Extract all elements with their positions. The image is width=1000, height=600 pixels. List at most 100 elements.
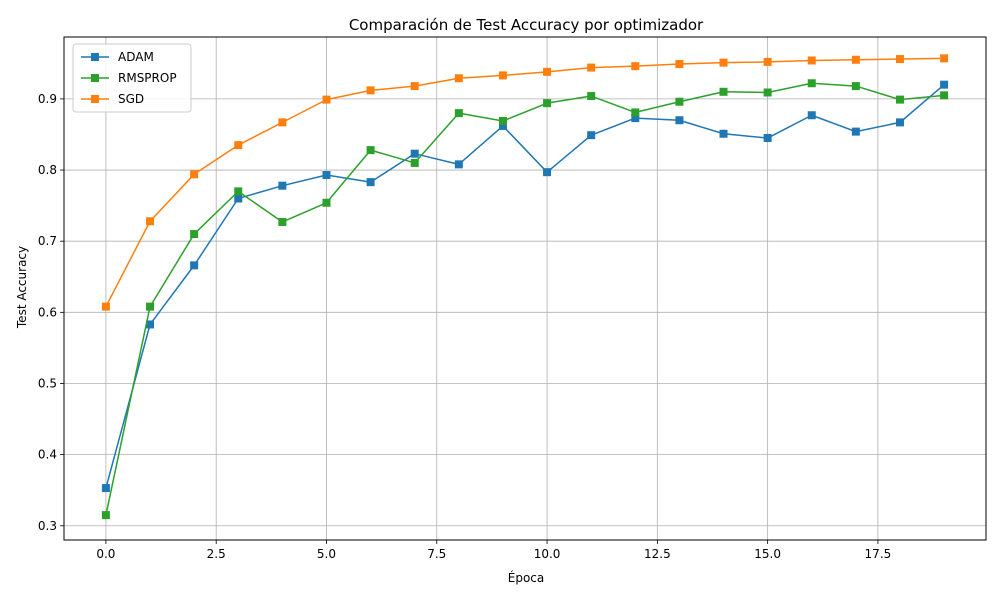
data-point-adam (234, 194, 243, 203)
data-point-rmsprop (807, 79, 816, 88)
series-rmsprop (101, 79, 949, 520)
data-point-rmsprop (895, 95, 904, 104)
data-point-sgd (454, 74, 463, 83)
data-point-rmsprop (631, 108, 640, 117)
series-line-adam (105, 84, 945, 489)
x-tick-label: 10.0 (534, 547, 561, 561)
data-point-sgd (763, 57, 772, 66)
y-tick-label: 0.4 (38, 448, 57, 462)
data-point-sgd (410, 82, 419, 91)
data-point-sgd (146, 217, 155, 226)
data-point-rmsprop (498, 116, 507, 125)
data-point-adam (763, 134, 772, 143)
data-point-adam (190, 261, 199, 270)
y-tick-label: 0.7 (38, 234, 57, 248)
y-tick-label: 0.6 (38, 305, 57, 319)
series-adam (101, 80, 949, 493)
data-point-adam (851, 127, 860, 136)
series-sgd (101, 54, 949, 311)
legend-swatch-marker (91, 53, 99, 61)
data-point-rmsprop (234, 187, 243, 196)
data-point-rmsprop (719, 87, 728, 96)
data-point-adam (675, 116, 684, 125)
data-point-rmsprop (851, 82, 860, 91)
data-point-rmsprop (454, 109, 463, 118)
data-point-adam (410, 149, 419, 158)
data-point-adam (498, 121, 507, 130)
data-point-rmsprop (940, 91, 949, 100)
x-tick-label: 5.0 (317, 547, 336, 561)
y-tick-label: 0.5 (38, 376, 57, 390)
data-point-sgd (101, 302, 110, 311)
data-point-sgd (675, 60, 684, 69)
data-point-adam (366, 178, 375, 187)
x-tick-label: 0.0 (96, 547, 115, 561)
data-point-adam (587, 131, 596, 140)
x-tick-label: 15.0 (754, 547, 781, 561)
data-point-sgd (807, 56, 816, 65)
axis-ticks: 0.0 2.5 5.0 7.5 10.0 12.5 15.0 17.5 0.3 0.4 0.5 0.6… (38, 92, 891, 561)
legend-label: ADAM (118, 50, 154, 64)
series-line-rmsprop (105, 82, 945, 516)
data-point-sgd (366, 86, 375, 95)
data-point-sgd (543, 67, 552, 76)
legend-box (72, 43, 192, 113)
data-point-sgd (719, 58, 728, 67)
data-point-adam (543, 168, 552, 177)
data-point-adam (322, 171, 331, 180)
data-point-rmsprop (410, 158, 419, 167)
data-point-adam (146, 320, 155, 329)
legend-item-adam: ADAM (81, 50, 154, 64)
data-point-adam (101, 484, 110, 493)
data-point-sgd (631, 62, 640, 71)
x-tick-label: 2.5 (207, 547, 226, 561)
data-point-rmsprop (366, 146, 375, 155)
data-point-sgd (895, 55, 904, 64)
chart-title: Comparación de Test Accuracy por optimiz… (349, 16, 704, 34)
x-tick-label: 17.5 (865, 547, 892, 561)
data-point-rmsprop (322, 198, 331, 207)
data-point-rmsprop (190, 230, 199, 239)
data-point-sgd (278, 118, 287, 127)
legend-label: RMSPROP (118, 71, 177, 85)
data-point-adam (454, 160, 463, 169)
data-point-adam (278, 181, 287, 190)
y-tick-label: 0.9 (38, 92, 57, 106)
data-point-rmsprop (278, 217, 287, 226)
y-axis-title: Test Accuracy (15, 246, 29, 329)
y-tick-label: 0.3 (38, 519, 57, 533)
data-point-sgd (498, 71, 507, 80)
series-line-sgd (105, 57, 945, 307)
data-point-sgd (322, 95, 331, 104)
data-point-sgd (851, 55, 860, 64)
data-point-adam (807, 111, 816, 120)
legend-swatch-marker (91, 95, 99, 103)
x-tick-label: 12.5 (644, 547, 671, 561)
data-point-rmsprop (675, 97, 684, 106)
data-point-adam (631, 114, 640, 123)
data-point-sgd (190, 170, 199, 179)
data-point-adam (940, 80, 949, 89)
data-point-rmsprop (763, 88, 772, 97)
x-axis-title: Época (508, 570, 545, 585)
data-point-sgd (234, 141, 243, 150)
data-point-adam (719, 129, 728, 138)
data-point-sgd (940, 54, 949, 63)
legend-item-rmsprop: RMSPROP (81, 71, 177, 85)
data-point-rmsprop (146, 302, 155, 311)
data-point-adam (895, 118, 904, 127)
series-layer (101, 54, 949, 520)
grid-lines (64, 37, 986, 540)
x-tick-label: 7.5 (427, 547, 446, 561)
y-tick-label: 0.8 (38, 163, 57, 177)
data-point-sgd (587, 63, 596, 72)
legend-label: SGD (118, 92, 144, 106)
data-point-rmsprop (587, 92, 596, 101)
data-point-rmsprop (101, 511, 110, 520)
data-point-rmsprop (543, 99, 552, 108)
legend: ADAM RMSPROP SGD (72, 43, 192, 113)
legend-swatch-marker (91, 74, 99, 82)
plot-frame (63, 36, 987, 541)
